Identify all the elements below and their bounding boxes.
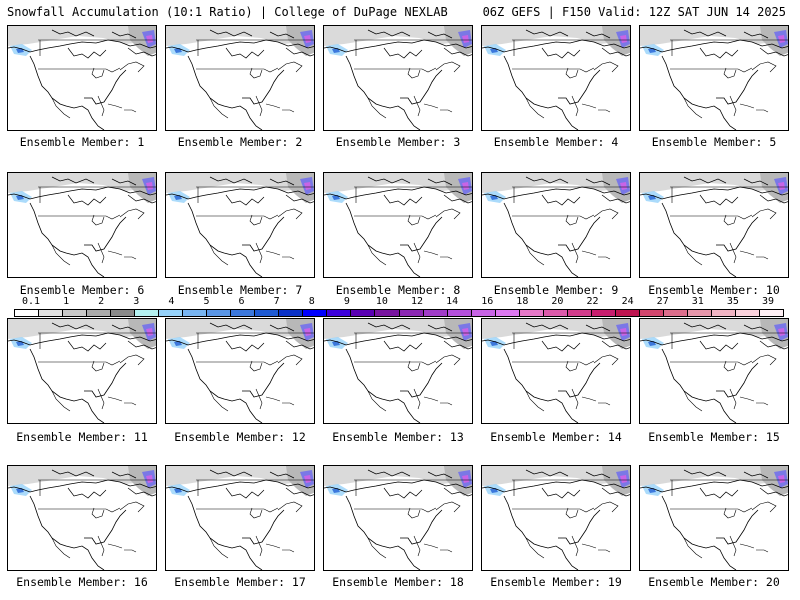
colorbar-tick-label: 1 bbox=[63, 296, 70, 307]
ensemble-member-map bbox=[7, 172, 157, 278]
ensemble-member-label: Ensemble Member: 10 bbox=[648, 283, 780, 297]
ensemble-member-map bbox=[165, 318, 315, 424]
colorbar-swatch bbox=[663, 310, 688, 316]
ensemble-member-label: Ensemble Member: 13 bbox=[332, 430, 464, 444]
ensemble-member-label: Ensemble Member: 19 bbox=[490, 575, 622, 589]
ensemble-member-map bbox=[323, 172, 473, 278]
colorbar-swatch bbox=[39, 310, 64, 316]
ensemble-member-label: Ensemble Member: 16 bbox=[16, 575, 148, 589]
colorbar-tick-label: 22 bbox=[586, 296, 599, 307]
colorbar-tick-label: 0.1 bbox=[21, 296, 41, 307]
ensemble-member-label: Ensemble Member: 17 bbox=[174, 575, 306, 589]
colorbar-swatch bbox=[423, 310, 448, 316]
colorbar-swatch bbox=[447, 310, 472, 316]
ensemble-member-label: Ensemble Member: 3 bbox=[335, 135, 461, 149]
colorbar-swatch bbox=[279, 310, 304, 316]
ensemble-member-map bbox=[639, 172, 789, 278]
colorbar-swatch bbox=[351, 310, 376, 316]
ensemble-member-map bbox=[323, 465, 473, 571]
colorbar-swatch bbox=[519, 310, 544, 316]
colorbar-swatch bbox=[735, 310, 760, 316]
ensemble-member-map bbox=[7, 318, 157, 424]
ensemble-member-map bbox=[7, 25, 157, 131]
ensemble-member-label: Ensemble Member: 6 bbox=[19, 283, 145, 297]
ensemble-member-label: Ensemble Member: 15 bbox=[648, 430, 780, 444]
colorbar-swatch bbox=[399, 310, 424, 316]
colorbar-tick-label: 9 bbox=[343, 296, 350, 307]
ensemble-member-map bbox=[7, 465, 157, 571]
ensemble-member-map bbox=[481, 172, 631, 278]
colorbar-swatch bbox=[111, 310, 136, 316]
colorbar-tick-label: 10 bbox=[375, 296, 388, 307]
colorbar-tick-label: 8 bbox=[308, 296, 315, 307]
colorbar-tick-label: 14 bbox=[446, 296, 459, 307]
ensemble-member-map bbox=[639, 318, 789, 424]
colorbar-swatch bbox=[303, 310, 328, 316]
colorbar-swatch bbox=[63, 310, 88, 316]
snowfall-colorbar bbox=[14, 309, 784, 317]
ensemble-member-label: Ensemble Member: 4 bbox=[493, 135, 619, 149]
colorbar-tick-label: 24 bbox=[621, 296, 634, 307]
colorbar-tick-label: 27 bbox=[656, 296, 669, 307]
colorbar-swatch bbox=[543, 310, 568, 316]
colorbar-tick-label: 6 bbox=[238, 296, 245, 307]
colorbar-tick-label: 3 bbox=[133, 296, 140, 307]
ensemble-member-label: Ensemble Member: 1 bbox=[19, 135, 145, 149]
run-info: 06Z GEFS | F150 Valid: 12Z SAT JUN 14 20… bbox=[482, 5, 786, 19]
ensemble-member-label: Ensemble Member: 8 bbox=[335, 283, 461, 297]
ensemble-member-map bbox=[323, 25, 473, 131]
colorbar-swatch bbox=[87, 310, 112, 316]
colorbar-swatch bbox=[687, 310, 712, 316]
colorbar-tick-label: 2 bbox=[98, 296, 105, 307]
colorbar-swatch bbox=[327, 310, 352, 316]
colorbar-swatch bbox=[135, 310, 160, 316]
ensemble-member-map bbox=[639, 25, 789, 131]
ensemble-member-label: Ensemble Member: 2 bbox=[177, 135, 303, 149]
ensemble-member-label: Ensemble Member: 5 bbox=[651, 135, 777, 149]
colorbar-swatch bbox=[375, 310, 400, 316]
colorbar-swatch bbox=[711, 310, 736, 316]
colorbar-swatch bbox=[183, 310, 208, 316]
colorbar-tick-label: 18 bbox=[516, 296, 529, 307]
colorbar-swatch bbox=[591, 310, 616, 316]
colorbar-swatch bbox=[471, 310, 496, 316]
colorbar-swatch bbox=[615, 310, 640, 316]
ensemble-member-label: Ensemble Member: 18 bbox=[332, 575, 464, 589]
ensemble-member-map bbox=[165, 172, 315, 278]
ensemble-member-map bbox=[481, 318, 631, 424]
ensemble-member-label: Ensemble Member: 12 bbox=[174, 430, 306, 444]
colorbar-swatch bbox=[15, 310, 40, 316]
colorbar-swatch bbox=[231, 310, 256, 316]
ensemble-member-label: Ensemble Member: 9 bbox=[493, 283, 619, 297]
colorbar-tick-label: 12 bbox=[411, 296, 424, 307]
colorbar-swatch bbox=[759, 310, 783, 316]
ensemble-member-map bbox=[165, 25, 315, 131]
ensemble-member-map bbox=[481, 25, 631, 131]
ensemble-member-map bbox=[481, 465, 631, 571]
colorbar-swatch bbox=[567, 310, 592, 316]
ensemble-member-map bbox=[639, 465, 789, 571]
colorbar-tick-label: 31 bbox=[691, 296, 704, 307]
colorbar-swatch bbox=[495, 310, 520, 316]
colorbar-tick-label: 16 bbox=[481, 296, 494, 307]
ensemble-member-map bbox=[165, 465, 315, 571]
colorbar-tick-label: 5 bbox=[203, 296, 210, 307]
ensemble-member-label: Ensemble Member: 11 bbox=[16, 430, 148, 444]
colorbar-tick-label: 20 bbox=[551, 296, 564, 307]
colorbar-swatch bbox=[207, 310, 232, 316]
colorbar-tick-label: 35 bbox=[726, 296, 739, 307]
map-title: Snowfall Accumulation (10:1 Ratio) | Col… bbox=[7, 5, 448, 19]
colorbar-swatch bbox=[255, 310, 280, 316]
colorbar-tick-label: 39 bbox=[761, 296, 775, 307]
colorbar-tick-label: 4 bbox=[168, 296, 175, 307]
colorbar-swatch bbox=[639, 310, 664, 316]
colorbar-tick-label: 7 bbox=[273, 296, 280, 307]
ensemble-member-label: Ensemble Member: 14 bbox=[490, 430, 622, 444]
ensemble-member-label: Ensemble Member: 7 bbox=[177, 283, 303, 297]
ensemble-member-map bbox=[323, 318, 473, 424]
ensemble-member-label: Ensemble Member: 20 bbox=[648, 575, 780, 589]
colorbar-swatch bbox=[159, 310, 184, 316]
